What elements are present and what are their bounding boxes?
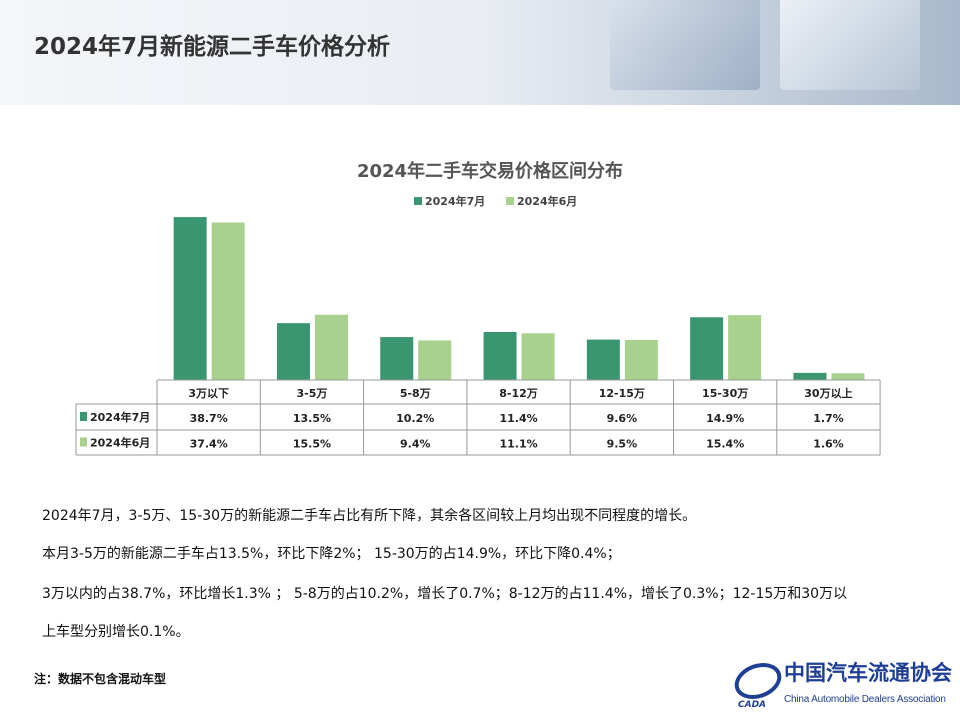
legend-label: 2024年7月 (425, 194, 485, 208)
data-table-value: 1.6% (813, 438, 844, 451)
data-table-value: 15.4% (706, 438, 744, 451)
table-legend-swatch (80, 412, 87, 421)
cada-logo: CADA 中国汽车流通协会 China Automobile Dealers A… (729, 656, 957, 716)
data-table-value: 10.2% (396, 412, 434, 425)
paragraph-1: 2024年7月，3-5万、15-30万的新能源二手车占比有所下降，其余各区间较上… (42, 508, 697, 524)
category-label: 12-15万 (599, 387, 645, 400)
bar (380, 337, 414, 380)
category-label: 15-30万 (702, 387, 748, 400)
bar (314, 314, 348, 380)
category-label: 30万以上 (804, 386, 852, 400)
bar (831, 373, 865, 380)
table-row-label: 2024年6月 (90, 436, 150, 450)
category-label: 8-12万 (499, 387, 538, 400)
bar (483, 332, 517, 380)
data-table-value: 14.9% (706, 412, 744, 425)
bar (624, 340, 658, 380)
logo-mark-icon (729, 656, 787, 706)
data-table-value: 15.5% (293, 438, 331, 451)
bar (276, 323, 310, 380)
paragraph-4: 上车型分别增长0.1%。 (42, 624, 190, 640)
page-title: 2024年7月新能源二手车价格分析 (34, 34, 391, 60)
category-label: 5-8万 (400, 387, 431, 400)
data-table-value: 11.1% (499, 438, 537, 451)
legend-swatch (414, 197, 422, 205)
data-table-value: 11.4% (499, 412, 537, 425)
bar (586, 339, 620, 380)
legend-label: 2024年6月 (517, 194, 577, 208)
bar (418, 340, 452, 380)
data-table-value: 1.7% (813, 412, 844, 425)
table-legend-swatch (80, 437, 87, 447)
logo-english-name: China Automobile Dealers Association (784, 694, 946, 705)
price-distribution-chart: 2024年二手车交易价格区间分布 2024年7月 2024年6月 3万以下 38.7% 3… (75, 160, 881, 456)
table-row-label: 2024年7月 (90, 410, 150, 424)
paragraph-2: 本月3-5万的新能源二手车占13.5%，环比下降2%； 15-30万的占14.9… (42, 546, 621, 562)
logo-chinese-name: 中国汽车流通协会 (784, 660, 952, 685)
category-label: 3-5万 (297, 387, 328, 400)
logo-abbr: CADA (738, 700, 767, 710)
bar (728, 315, 762, 380)
category-label: 3万以下 (188, 387, 229, 400)
bar (793, 372, 827, 380)
data-table-value: 13.5% (293, 412, 331, 425)
bar (690, 317, 724, 380)
bar (211, 222, 245, 380)
decorative-cube (610, 0, 760, 90)
paragraph-3: 3万以内的占38.7%，环比增长1.3% ； 5-8万的占10.2%，增长了0.… (42, 586, 848, 602)
data-table-value: 9.6% (607, 412, 638, 425)
bar (521, 333, 555, 380)
bar (173, 217, 207, 380)
header-banner (0, 0, 960, 105)
decorative-cube (780, 0, 920, 90)
data-table-value: 9.5% (607, 438, 638, 451)
footnote: 注：数据不包含混动车型 (34, 672, 167, 686)
legend-swatch (506, 197, 514, 205)
data-table-value: 9.4% (400, 438, 431, 451)
data-table-value: 37.4% (190, 438, 228, 451)
chart-title: 2024年二手车交易价格区间分布 (357, 160, 623, 182)
data-table-value: 38.7% (190, 412, 228, 425)
